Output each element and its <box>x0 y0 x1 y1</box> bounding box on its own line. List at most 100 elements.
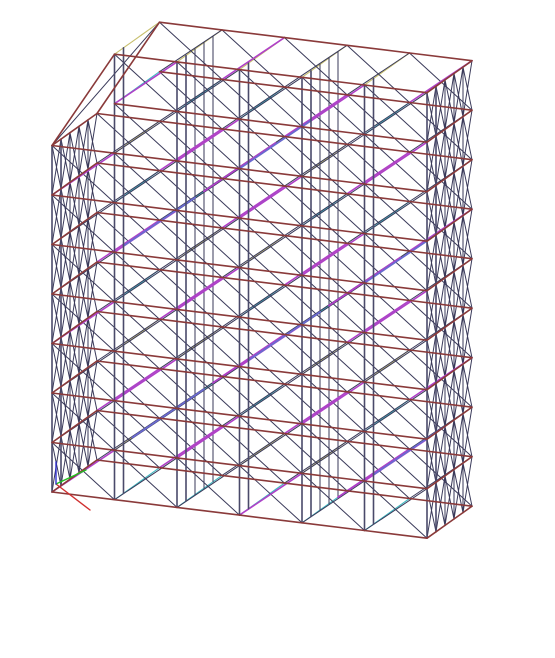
depth-beam <box>444 171 455 180</box>
frame-beam <box>346 489 411 500</box>
depth-beam <box>435 227 446 236</box>
frame-beam <box>408 497 473 508</box>
frame-beam <box>408 448 473 458</box>
face-brace <box>159 219 223 278</box>
side-brace <box>51 194 62 239</box>
face-brace <box>364 480 428 539</box>
face-brace <box>346 193 410 252</box>
frame-beam <box>51 342 116 353</box>
frame-beam <box>158 219 223 229</box>
face-brace <box>301 84 366 128</box>
frame-beam <box>176 259 241 269</box>
face-brace <box>301 126 365 185</box>
face-brace <box>221 185 286 229</box>
side-brace <box>69 132 80 177</box>
depth-beam <box>319 305 330 313</box>
purple-bracing <box>51 36 473 516</box>
side-brace <box>444 326 455 371</box>
coordinate-axis-icon <box>55 461 91 511</box>
side-brace <box>78 323 89 368</box>
depth-beam <box>131 479 143 488</box>
frame-beam <box>158 268 223 279</box>
depth-beam <box>78 267 89 276</box>
frame-beam <box>221 425 286 435</box>
side-brace <box>462 264 473 309</box>
face-brace <box>96 219 161 263</box>
side-brace <box>426 488 437 533</box>
frame-beam <box>96 409 161 420</box>
depth-beam <box>87 112 98 121</box>
depth-beam <box>78 366 89 375</box>
depth-beam <box>87 162 98 171</box>
depth-beam <box>462 208 473 217</box>
frame-beam <box>113 201 178 212</box>
face-brace <box>113 358 178 402</box>
depth-beam <box>426 184 437 193</box>
depth-beam <box>256 297 268 305</box>
frame-beam <box>283 135 348 146</box>
frame-beam <box>363 183 428 193</box>
depth-beam <box>453 66 464 75</box>
face-brace <box>409 250 473 309</box>
frame-beam <box>346 242 411 252</box>
frame-beam <box>283 185 348 195</box>
face-brace <box>301 472 365 531</box>
frame-beam <box>113 102 178 113</box>
face-brace <box>301 274 365 333</box>
depth-beam <box>256 99 268 107</box>
main-frame-members <box>51 21 473 540</box>
face-brace <box>176 118 241 162</box>
face-brace <box>409 448 473 507</box>
side-brace <box>435 382 446 427</box>
depth-beam <box>265 488 277 497</box>
depth-beam <box>78 218 89 227</box>
face-brace <box>364 84 428 143</box>
frame-beam <box>238 365 303 376</box>
face-brace <box>158 425 223 469</box>
frame-beam <box>113 449 178 459</box>
depth-beam <box>462 505 473 514</box>
depth-beam <box>60 428 71 437</box>
depth-beam <box>69 224 80 233</box>
frame-beam <box>238 316 303 326</box>
depth-beam <box>426 85 437 94</box>
side-brace <box>426 438 437 483</box>
frame-beam <box>221 128 286 138</box>
side-brace <box>78 125 89 170</box>
frame-beam <box>363 480 428 490</box>
frame-beam <box>221 29 286 39</box>
side-brace <box>435 333 446 378</box>
frame-beam <box>238 464 303 475</box>
depth-beam <box>319 453 330 462</box>
depth-beam <box>69 372 80 382</box>
face-brace <box>301 324 365 383</box>
depth-beam <box>69 273 80 283</box>
frame-beam <box>363 381 428 391</box>
frame-beam <box>346 390 411 401</box>
depth-beam <box>381 114 393 123</box>
depth-beam <box>453 363 464 372</box>
side-brace <box>462 314 473 359</box>
depth-beam <box>87 310 98 319</box>
frame-beam <box>96 360 161 370</box>
frame-beam <box>96 112 161 122</box>
face-brace <box>346 44 410 103</box>
depth-beam <box>319 503 330 511</box>
frame-beam <box>176 110 241 120</box>
frame-beam <box>238 514 303 524</box>
frame-beam <box>346 44 411 54</box>
depth-beam <box>60 131 71 140</box>
frame-beam <box>158 367 223 378</box>
side-brace <box>87 366 98 411</box>
depth-beam <box>319 206 330 214</box>
frame-beam <box>51 491 116 501</box>
depth-beam <box>426 283 437 292</box>
frame-beam <box>363 232 428 242</box>
depth-beam <box>131 281 143 290</box>
interior-brace <box>247 311 321 362</box>
face-brace <box>284 284 348 343</box>
frame-beam <box>283 482 348 492</box>
frame-beam <box>408 101 473 111</box>
frame-beam <box>301 126 366 136</box>
